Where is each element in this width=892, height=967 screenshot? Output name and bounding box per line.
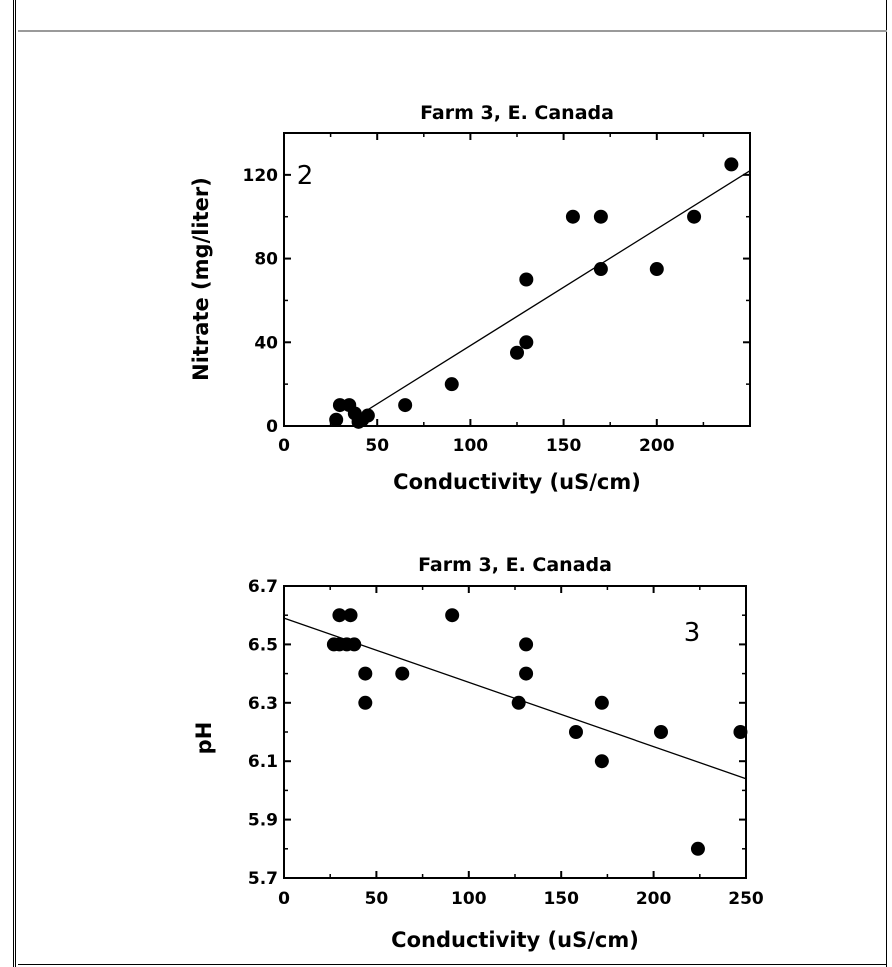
- data-point: [358, 666, 373, 681]
- y-axis-label: pH: [192, 722, 216, 755]
- y-tick-label: 6.5: [248, 635, 278, 655]
- x-tick-label: 50: [365, 436, 389, 456]
- x-tick-label: 0: [278, 436, 290, 456]
- y-tick-label: 6.7: [248, 577, 278, 597]
- page-frame-bottom-border: [18, 964, 887, 965]
- x-axis-label: Conductivity (uS/cm): [391, 928, 639, 952]
- data-point: [395, 666, 410, 681]
- y-tick-label: 5.9: [248, 811, 278, 831]
- x-tick-label: 200: [639, 436, 675, 456]
- data-point: [594, 695, 609, 710]
- data-point: [329, 412, 344, 427]
- y-tick-label: 40: [254, 333, 278, 353]
- chart-1: Farm 3, E. Canada Conductivity (uS/cm) Nit…: [189, 102, 751, 494]
- data-point: [519, 335, 534, 350]
- data-point: [593, 262, 608, 277]
- page-top-rule: [18, 30, 887, 32]
- page-frame-right-border: [886, 0, 887, 967]
- data-point: [360, 408, 375, 423]
- data-point: [343, 608, 358, 623]
- chart-2: Farm 3, E. Canada Conductivity (uS/cm) pH 0…: [192, 554, 764, 952]
- data-point: [519, 666, 534, 681]
- y-tick-label: 80: [254, 250, 278, 270]
- x-tick-label: 100: [453, 436, 489, 456]
- y-tick-label: 6.1: [248, 752, 278, 772]
- chart-title: Farm 3, E. Canada: [420, 102, 614, 124]
- x-tick-label: 150: [543, 889, 579, 909]
- data-point: [519, 272, 534, 287]
- y-tick-label: 120: [243, 166, 279, 186]
- trend-line: [358, 170, 751, 417]
- x-tick-label: 150: [546, 436, 582, 456]
- y-tick-label: 6.3: [248, 694, 278, 714]
- data-point: [593, 209, 608, 224]
- data-point: [358, 695, 373, 710]
- panel-number-label: 2: [297, 161, 314, 191]
- x-tick-label: 250: [728, 889, 764, 909]
- plot-frame: [283, 585, 747, 879]
- x-tick-label: 50: [365, 889, 389, 909]
- plot-frame: [283, 132, 751, 427]
- data-point: [511, 695, 526, 710]
- data-point: [510, 345, 524, 360]
- y-axis-label: Nitrate (mg/liter): [189, 177, 213, 381]
- data-point: [347, 637, 362, 652]
- x-tick-label: 100: [451, 889, 487, 909]
- data-point: [568, 725, 583, 739]
- x-tick-label: 0: [278, 889, 290, 909]
- data-point: [565, 209, 580, 224]
- y-tick-label: 0: [266, 417, 278, 437]
- data-point: [687, 209, 702, 224]
- data-point: [724, 157, 739, 172]
- page-frame-left-border: [13, 0, 16, 967]
- data-point: [594, 754, 609, 769]
- data-point: [690, 841, 705, 856]
- x-axis-label: Conductivity (uS/cm): [393, 470, 641, 494]
- data-point: [444, 377, 459, 392]
- data-point: [733, 725, 748, 739]
- chart-title: Farm 3, E. Canada: [418, 554, 612, 576]
- data-point: [519, 637, 534, 652]
- data-point: [445, 608, 460, 623]
- x-tick-label: 200: [636, 889, 672, 909]
- data-point: [398, 398, 413, 413]
- panel-number-label: 3: [684, 618, 701, 648]
- data-point: [332, 608, 347, 623]
- data-point: [653, 725, 668, 739]
- y-tick-label: 5.7: [248, 869, 278, 889]
- data-point: [649, 262, 664, 277]
